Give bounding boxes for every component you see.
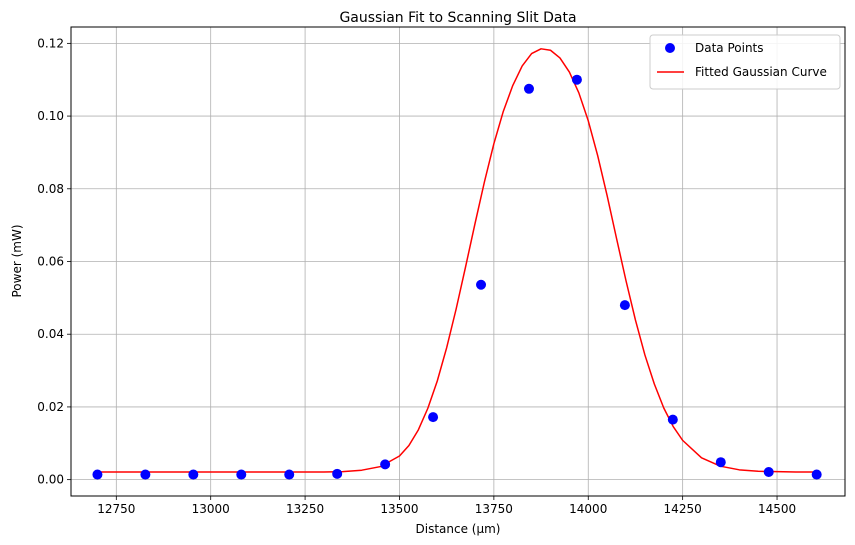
x-tick-label: 13500 <box>380 502 418 516</box>
data-point <box>284 469 295 480</box>
x-tick-label: 13250 <box>286 502 324 516</box>
data-point <box>92 469 103 480</box>
x-tick-label: 13000 <box>192 502 230 516</box>
y-tick-label: 0.02 <box>37 400 64 414</box>
chart-title: Gaussian Fit to Scanning Slit Data <box>339 10 576 26</box>
data-point <box>715 457 726 468</box>
fitted-curve-layer <box>97 48 817 473</box>
y-tick-label: 0.00 <box>37 473 64 487</box>
y-tick-label: 0.12 <box>37 36 64 50</box>
data-point <box>571 74 582 85</box>
y-axis-ticks: 0.00 0.02 0.04 0.06 0.08 0.10 0.12 <box>37 36 71 487</box>
data-point <box>667 414 678 425</box>
x-tick-label: 14000 <box>569 502 607 516</box>
data-point <box>523 83 534 94</box>
x-axis-ticks: 12750 13000 13250 13500 13750 14000 14250 14500 <box>97 496 796 516</box>
y-tick-label: 0.10 <box>37 109 64 123</box>
data-point <box>428 412 439 423</box>
y-tick-label: 0.04 <box>37 327 64 341</box>
data-point <box>332 468 343 479</box>
data-point <box>380 459 391 470</box>
data-point <box>140 469 151 480</box>
data-point <box>619 300 630 311</box>
y-axis-label: Power (mW) <box>10 224 24 297</box>
legend-marker-data-points <box>665 43 675 53</box>
data-point <box>188 469 199 480</box>
x-tick-label: 13750 <box>475 502 513 516</box>
grid <box>71 27 845 496</box>
data-point <box>476 279 487 290</box>
x-tick-label: 14250 <box>664 502 702 516</box>
legend-label-fitted-curve: Fitted Gaussian Curve <box>695 65 827 79</box>
legend-box <box>649 34 841 90</box>
data-points-layer <box>92 74 822 480</box>
x-tick-label: 12750 <box>97 502 135 516</box>
data-point <box>811 469 822 480</box>
legend: Data Points Fitted Gaussian Curve <box>649 34 841 90</box>
x-axis-label: Distance (µm) <box>416 522 501 536</box>
data-point <box>763 467 774 477</box>
y-tick-label: 0.06 <box>37 255 64 269</box>
y-tick-label: 0.08 <box>37 182 64 196</box>
data-point <box>236 469 247 480</box>
legend-label-data-points: Data Points <box>695 41 764 55</box>
x-tick-label: 14500 <box>758 502 796 516</box>
fitted-gaussian-curve <box>97 48 817 473</box>
